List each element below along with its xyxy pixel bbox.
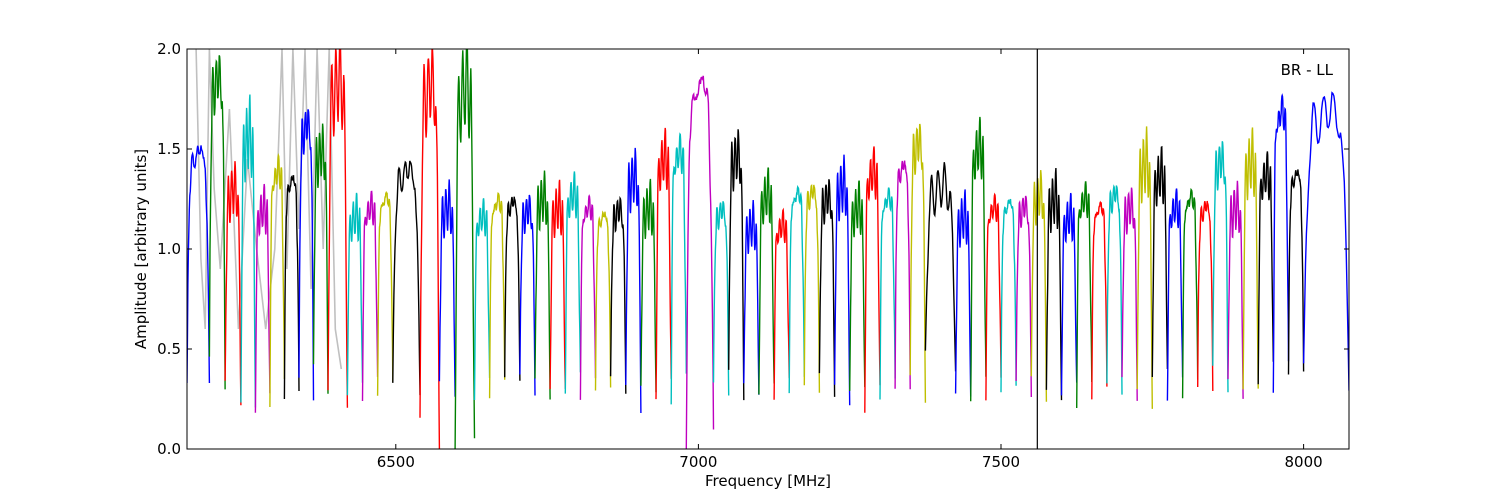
series-line-39 bbox=[818, 179, 836, 397]
series-line-48 bbox=[970, 116, 987, 402]
series-line-24 bbox=[579, 194, 597, 400]
series-line-22 bbox=[549, 179, 566, 390]
background-series-line bbox=[195, 49, 343, 370]
series-line-28 bbox=[640, 178, 657, 393]
series-line-61 bbox=[1166, 188, 1184, 401]
series-line-43 bbox=[879, 187, 896, 400]
series-line-50 bbox=[1000, 198, 1017, 393]
series-line-3 bbox=[240, 94, 257, 408]
series-line-23 bbox=[564, 171, 582, 394]
series-line-67 bbox=[1257, 151, 1274, 385]
x-axis-ticks: 6500 7000 7500 8000 bbox=[377, 49, 1323, 471]
series-line-38 bbox=[803, 184, 821, 393]
chart-annotation: BR - LL bbox=[1281, 61, 1334, 79]
series-line-13 bbox=[392, 160, 421, 396]
series-layer bbox=[187, 49, 1349, 449]
series-line-36 bbox=[773, 207, 790, 400]
series-line-7 bbox=[298, 109, 315, 401]
series-line-69 bbox=[1287, 169, 1305, 375]
series-line-5 bbox=[269, 152, 286, 408]
x-axis-label: Frequency [MHz] bbox=[705, 472, 831, 490]
series-line-47 bbox=[954, 189, 972, 397]
series-line-70 bbox=[1302, 91, 1349, 391]
series-line-65 bbox=[1227, 180, 1244, 399]
series-line-63 bbox=[1197, 200, 1214, 392]
y-tick-label: 2.0 bbox=[157, 40, 181, 58]
y-axis-label: Amplitude [arbitrary units] bbox=[132, 149, 150, 349]
x-tick-label: 7000 bbox=[679, 453, 717, 471]
series-line-29 bbox=[655, 127, 672, 400]
series-line-4 bbox=[254, 183, 271, 413]
series-line-19 bbox=[504, 196, 521, 381]
series-line-20 bbox=[519, 194, 536, 396]
series-line-26 bbox=[609, 195, 627, 394]
series-line-9 bbox=[327, 49, 349, 408]
y-tick-label: 0.0 bbox=[157, 440, 181, 458]
series-line-15 bbox=[438, 179, 456, 397]
series-line-56 bbox=[1091, 200, 1108, 400]
series-line-2 bbox=[224, 161, 242, 406]
series-line-52 bbox=[1030, 170, 1048, 402]
series-line-40 bbox=[833, 154, 851, 406]
series-line-49 bbox=[985, 192, 1002, 401]
series-line-64 bbox=[1212, 141, 1229, 393]
series-line-68 bbox=[1272, 93, 1290, 393]
plot-area bbox=[187, 49, 1349, 449]
series-line-58 bbox=[1121, 187, 1138, 401]
series-line-53 bbox=[1045, 167, 1063, 401]
series-line-59 bbox=[1136, 126, 1153, 409]
series-line-25 bbox=[594, 210, 612, 391]
series-line-62 bbox=[1181, 187, 1199, 399]
series-line-44 bbox=[894, 160, 911, 390]
series-line-27 bbox=[625, 147, 642, 414]
series-line-12 bbox=[376, 190, 394, 396]
y-axis-ticks: 0.0 0.5 1.0 1.5 2.0 bbox=[157, 40, 1349, 458]
series-line-33 bbox=[728, 129, 745, 401]
series-line-14 bbox=[419, 49, 441, 449]
series-line-34 bbox=[743, 199, 760, 395]
series-line-31 bbox=[685, 75, 715, 449]
series-line-6 bbox=[283, 175, 300, 400]
series-line-0 bbox=[187, 145, 211, 384]
series-line-1 bbox=[208, 55, 226, 390]
series-line-10 bbox=[346, 192, 364, 396]
series-line-37 bbox=[788, 184, 805, 394]
series-line-17 bbox=[473, 198, 491, 401]
series-line-11 bbox=[361, 190, 379, 402]
x-tick-label: 6500 bbox=[377, 453, 415, 471]
series-line-35 bbox=[758, 167, 775, 395]
series-line-46 bbox=[924, 162, 957, 372]
series-line-51 bbox=[1015, 195, 1032, 398]
series-line-60 bbox=[1151, 145, 1169, 378]
series-line-41 bbox=[849, 180, 866, 391]
y-tick-label: 1.5 bbox=[157, 140, 181, 158]
series-line-42 bbox=[864, 146, 881, 413]
series-line-57 bbox=[1106, 184, 1123, 395]
y-tick-label: 1.0 bbox=[157, 240, 181, 258]
series-line-30 bbox=[670, 132, 687, 405]
series-line-55 bbox=[1076, 181, 1093, 409]
series-line-8 bbox=[312, 123, 329, 394]
x-tick-label: 8000 bbox=[1285, 453, 1323, 471]
series-line-21 bbox=[534, 170, 551, 400]
series-line-32 bbox=[712, 201, 730, 396]
series-line-18 bbox=[488, 192, 506, 399]
series-line-66 bbox=[1242, 127, 1259, 390]
x-tick-label: 7500 bbox=[982, 453, 1020, 471]
y-tick-label: 0.5 bbox=[157, 340, 181, 358]
series-line-54 bbox=[1060, 192, 1078, 396]
series-line-45 bbox=[909, 123, 927, 403]
series-line-16 bbox=[454, 49, 476, 449]
